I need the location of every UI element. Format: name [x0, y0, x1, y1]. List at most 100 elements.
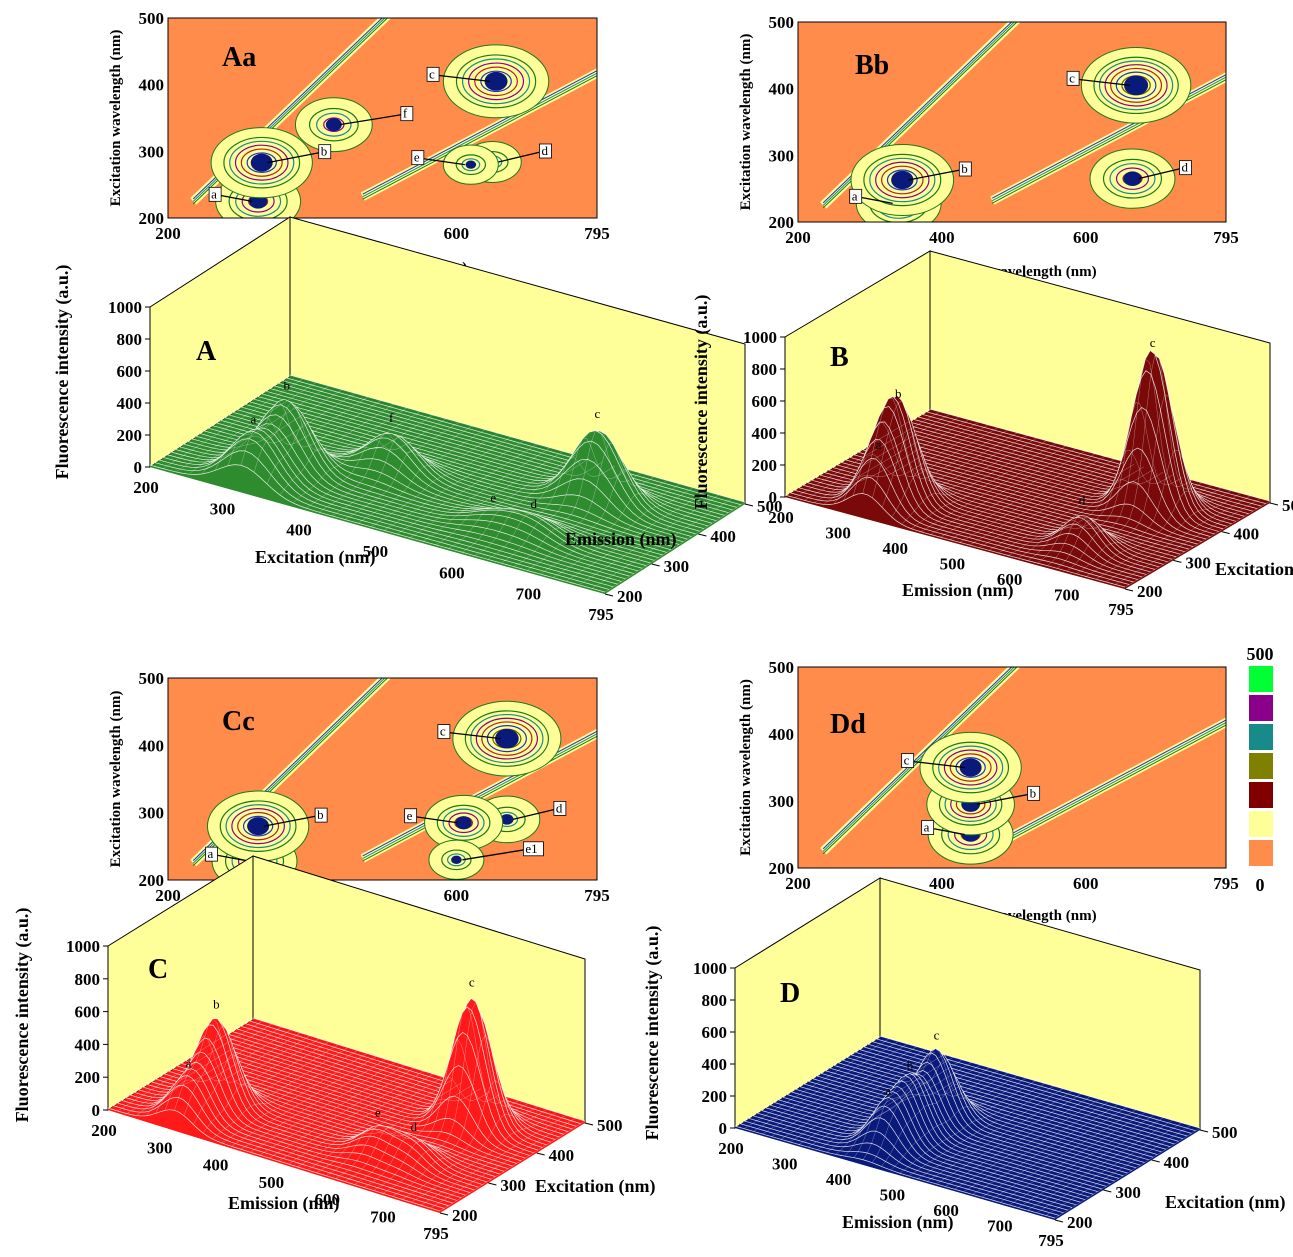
surface-panel-A: 0200400600800100020030040050060070079520… — [52, 216, 783, 624]
surface-mesh-line — [1056, 353, 1203, 569]
surface-mesh-line — [273, 385, 729, 514]
surface-mesh-line — [240, 1059, 386, 1150]
surface-mesh-line — [1124, 500, 1271, 588]
surface-slice — [120, 1075, 453, 1206]
y-tick — [698, 533, 707, 537]
x-tick-label: 700 — [1054, 585, 1080, 604]
surface-mesh-line — [126, 1023, 273, 1114]
surface-mesh-line — [804, 414, 950, 501]
y-axis-label: Excitation (nm) — [1215, 559, 1293, 580]
surface-mesh-line — [162, 431, 618, 585]
surface-slice — [756, 1105, 1077, 1207]
x-tick-label: 600 — [933, 1201, 959, 1220]
surface-slice — [853, 454, 1194, 549]
y-axis-label: Excitation wavelength (nm) — [108, 691, 124, 868]
peak-arrow-c — [437, 74, 491, 82]
surface-mesh-line — [911, 443, 1057, 529]
surface-mesh-line — [409, 447, 551, 538]
x-tick-label: 200 — [155, 886, 181, 905]
x-tick-label: 795 — [588, 605, 614, 624]
surface-slice — [108, 1108, 440, 1213]
surface-mesh-line — [790, 1073, 1111, 1185]
surface-mesh-line — [901, 440, 1047, 525]
contour-ring — [240, 148, 283, 177]
x-tick-label: 400 — [929, 874, 955, 893]
surface-mesh-line — [734, 1125, 1056, 1219]
surface-mesh-line — [945, 1096, 1091, 1187]
surface-mesh-line — [539, 483, 681, 575]
surface-mesh-line — [227, 396, 369, 466]
plot-frame — [167, 17, 598, 219]
peak-core-c — [484, 71, 508, 91]
surface-mesh-line — [474, 457, 616, 556]
surface-mesh-line — [240, 1025, 573, 1130]
peak-label-box — [411, 150, 425, 166]
peak-core-b — [250, 153, 273, 172]
color-scale-swatch — [1249, 840, 1273, 866]
peak-label-e: e — [490, 490, 496, 505]
z-tick-label: 800 — [702, 991, 728, 1010]
y-tick — [1269, 502, 1279, 506]
color-scale-max: 500 — [1247, 644, 1274, 664]
peak-label-box — [208, 186, 222, 202]
peak-label-box — [426, 66, 440, 82]
x-tick-label: 795 — [1213, 228, 1239, 247]
surface-slice — [112, 1097, 445, 1211]
surface-mesh-line — [794, 1070, 1115, 1182]
contour-ring — [223, 136, 301, 189]
y-tick-label: 200 — [1137, 582, 1163, 601]
surface-mesh-line — [1086, 490, 1232, 577]
x-tick-label: 300 — [825, 523, 851, 542]
z-tick-label: 600 — [75, 1003, 101, 1022]
peak-label-d: d — [1181, 160, 1188, 175]
surface-mesh-line — [244, 1022, 577, 1127]
peak-label-b: b — [321, 144, 328, 159]
surface-mesh-line — [250, 1062, 396, 1153]
x-tick-label: 300 — [210, 499, 236, 518]
y-tick — [604, 593, 614, 597]
surface-mesh-line — [1009, 1114, 1155, 1206]
peak-label-a: a — [885, 1083, 891, 1098]
x-axis-label: Excitation (nm) — [255, 547, 376, 568]
y-tick-label: 300 — [139, 804, 165, 823]
surface-mesh-line — [844, 1067, 990, 1157]
scatter-contour-line — [991, 719, 1226, 845]
surface-mesh-line — [345, 1076, 491, 1182]
contour-ring — [1115, 71, 1157, 100]
surface-mesh-line — [820, 1072, 1141, 1166]
y-axis-label: Excitation (nm) — [1165, 1192, 1286, 1213]
peak-label-b: b — [283, 378, 290, 393]
surface-slice — [116, 1085, 449, 1208]
surface-mesh-line — [817, 1059, 963, 1150]
surface-mesh-line — [107, 1017, 254, 1109]
contour-ring — [229, 140, 295, 185]
surface-mesh-line — [739, 1123, 1060, 1216]
peak-arrow-c — [448, 731, 501, 740]
surface-mesh-line — [1076, 450, 1222, 574]
surface-mesh-line — [269, 1067, 415, 1159]
surface-mesh-line — [201, 1032, 534, 1154]
surface-mesh-line — [1036, 1122, 1182, 1213]
surface-mesh-line — [155, 1032, 301, 1114]
surface-mesh-line — [448, 458, 590, 549]
surface-mesh-line — [797, 439, 1138, 580]
y-tick — [651, 563, 660, 567]
surface-mesh-line — [954, 1098, 1100, 1190]
y-tick-label: 300 — [1115, 1183, 1141, 1202]
surface-mesh-line — [354, 1038, 500, 1185]
surface-mesh-line — [1105, 495, 1251, 582]
z-tick-label: 400 — [752, 424, 778, 443]
peak-label-c: c — [1069, 70, 1075, 85]
y-tick — [744, 503, 754, 507]
surface-mesh-line — [1027, 450, 1173, 561]
surface-mesh-line — [210, 997, 543, 1148]
x-tick-label: 600 — [439, 563, 465, 582]
y-tick-label: 200 — [1067, 1213, 1093, 1232]
x-tick-label: 795 — [423, 1224, 449, 1243]
contour-ring — [949, 753, 992, 782]
peak-label-a: a — [208, 846, 214, 861]
surface-mesh-line — [972, 1104, 1118, 1195]
surface-mesh-line — [862, 1046, 1184, 1140]
contour-ring — [474, 66, 518, 97]
